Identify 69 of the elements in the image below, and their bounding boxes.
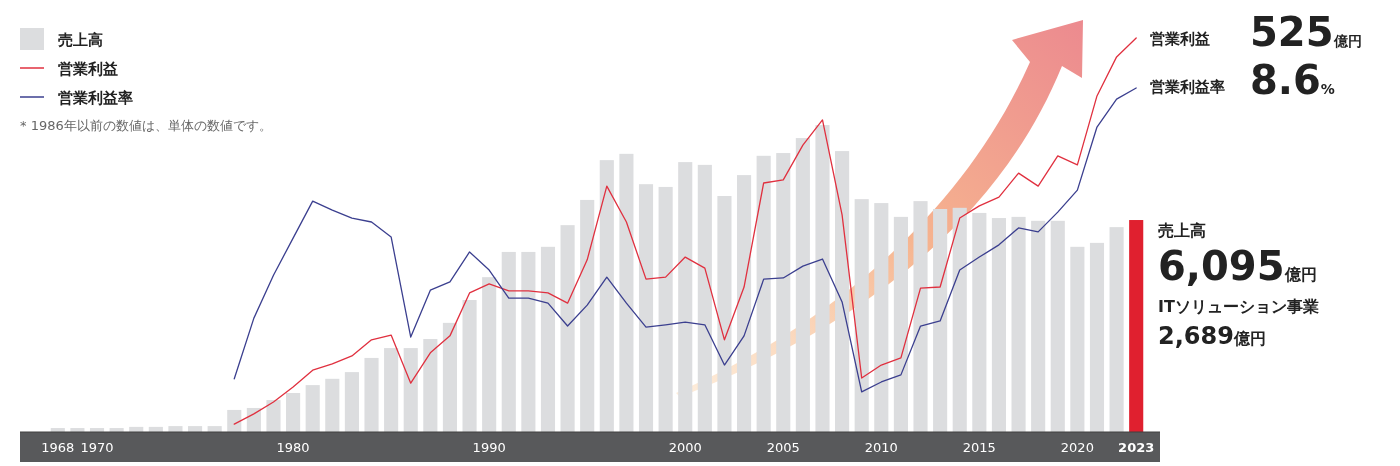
bar — [168, 426, 183, 432]
bar — [795, 138, 810, 432]
bar — [599, 160, 614, 432]
text: 2,689億円 — [1158, 322, 1266, 350]
bar — [344, 372, 359, 432]
x-tick-label: 1980 — [276, 440, 310, 455]
bar — [462, 300, 477, 432]
bar — [678, 162, 693, 432]
bar — [580, 199, 595, 432]
bar — [560, 225, 575, 432]
bar — [501, 251, 516, 432]
bar — [1129, 220, 1144, 432]
bar — [227, 409, 242, 432]
bar — [521, 251, 536, 432]
bar — [835, 151, 850, 432]
bar — [325, 378, 340, 432]
text: 6,095億円 — [1158, 243, 1317, 289]
bar — [442, 322, 458, 432]
bar — [540, 246, 556, 432]
bar — [893, 216, 908, 432]
bar — [717, 195, 732, 432]
x-tick-label: 1968 — [41, 440, 75, 455]
bar — [991, 218, 1007, 432]
text: 営業利益率 — [1150, 78, 1225, 96]
x-tick-label: 2020 — [1060, 440, 1094, 455]
bar — [423, 339, 438, 432]
bar — [482, 277, 497, 432]
bar — [1011, 216, 1026, 432]
x-tick-label: 1970 — [80, 440, 114, 455]
bar — [1070, 246, 1085, 432]
bar — [384, 348, 399, 432]
x-tick-label: 2015 — [962, 440, 996, 455]
bar — [1031, 220, 1046, 432]
bar — [638, 184, 654, 432]
bar — [933, 209, 948, 432]
bar — [854, 199, 869, 432]
annotation: * 1986年以前の数値は、単体の数値です。 — [20, 118, 272, 133]
bar — [305, 385, 320, 432]
x-tick-label: 2023 — [1118, 440, 1155, 455]
bar — [403, 348, 418, 432]
bar — [697, 164, 712, 432]
x-tick-label: 1990 — [472, 440, 506, 455]
bar — [1089, 242, 1105, 432]
legend-label: 営業利益率 — [58, 89, 133, 107]
bar — [286, 392, 301, 432]
x-tick-label: 2000 — [668, 440, 702, 455]
bar — [266, 400, 281, 432]
bar — [364, 357, 379, 432]
bar — [756, 155, 771, 432]
bar — [913, 201, 928, 432]
bar — [658, 186, 673, 432]
bar — [874, 203, 889, 432]
bar — [815, 125, 830, 432]
text: ITソリューション事業 — [1158, 297, 1319, 316]
legend-label: 営業利益 — [58, 60, 118, 78]
bar — [972, 212, 987, 432]
text: 525億円 — [1250, 9, 1362, 55]
bar — [619, 153, 634, 432]
text: 8.6% — [1250, 57, 1335, 103]
x-tick-label: 2010 — [864, 440, 898, 455]
legend-label: 売上高 — [58, 31, 103, 49]
bar — [952, 207, 967, 432]
text: 営業利益 — [1150, 30, 1210, 48]
text: 売上高 — [1158, 221, 1206, 240]
bar — [737, 175, 752, 432]
bar — [1050, 220, 1065, 432]
bar — [1109, 227, 1124, 432]
bar — [776, 153, 791, 432]
x-tick-label: 2005 — [766, 440, 800, 455]
